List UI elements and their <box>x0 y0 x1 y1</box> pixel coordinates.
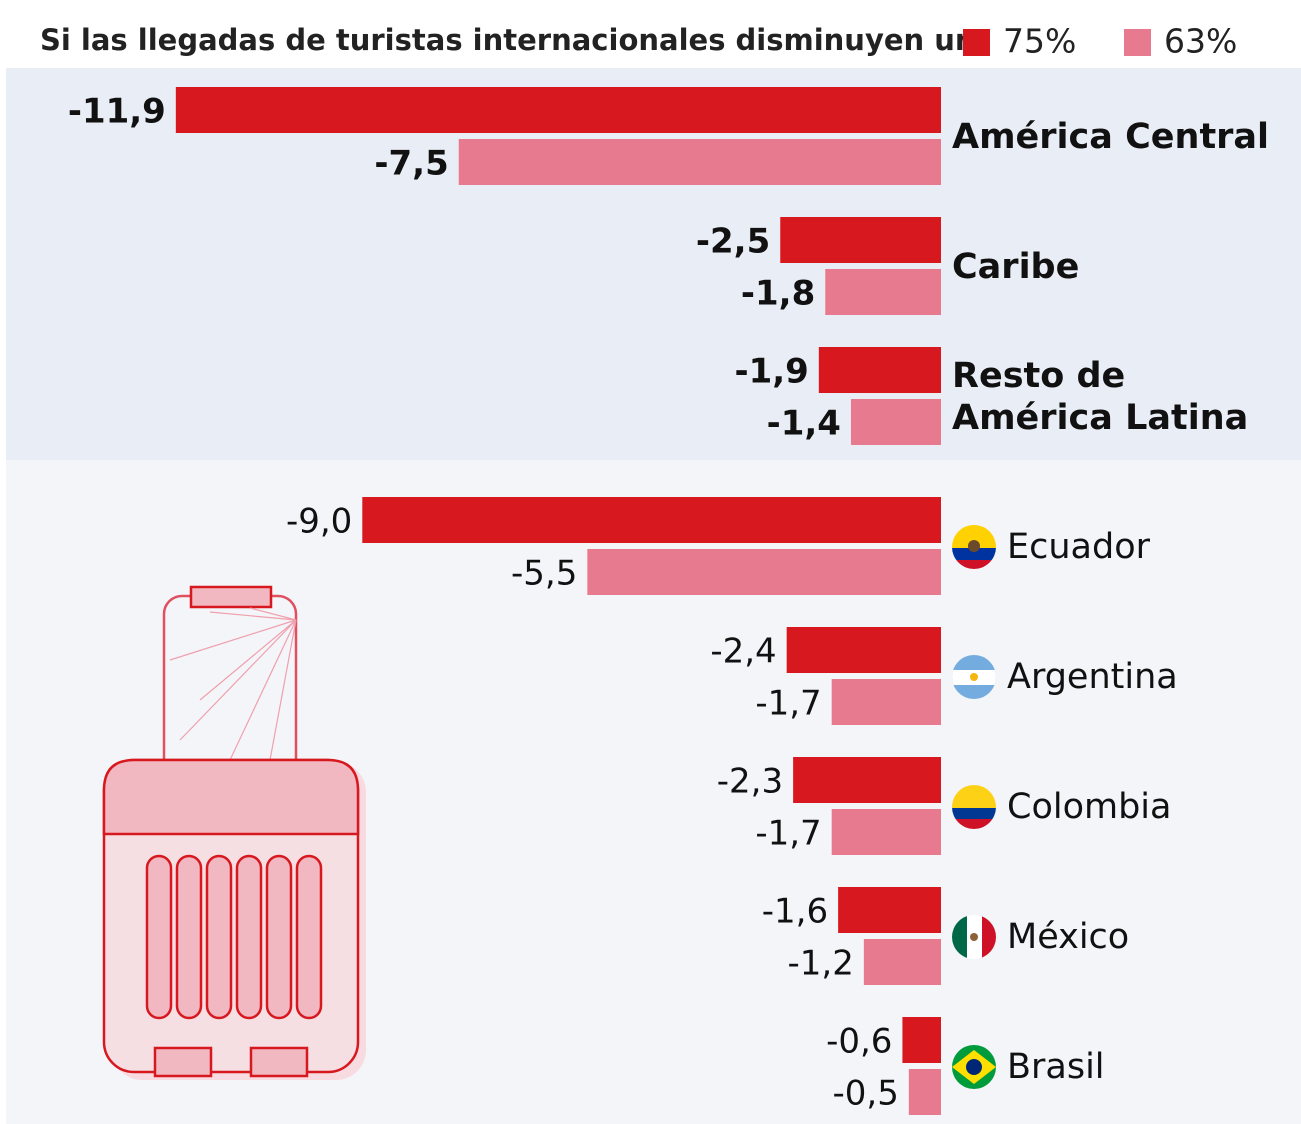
value-label: -1,8 <box>741 274 815 314</box>
legend-swatch <box>963 29 990 56</box>
value-label: -11,9 <box>68 92 166 132</box>
legend-label: 63% <box>1164 22 1237 61</box>
bar <box>176 87 941 133</box>
value-label: -1,6 <box>762 892 828 932</box>
bar <box>851 399 941 445</box>
bar <box>819 347 941 393</box>
category-label: Ecuador <box>1007 526 1150 568</box>
bar <box>838 887 941 933</box>
bar <box>459 139 941 185</box>
value-label: -0,5 <box>833 1074 899 1114</box>
legend-label: 75% <box>1003 22 1076 61</box>
category-label: Argentina <box>1007 656 1178 698</box>
bar <box>362 497 941 543</box>
value-label: -9,0 <box>286 502 352 542</box>
value-label: -1,7 <box>755 814 821 854</box>
bar <box>909 1069 941 1115</box>
chart-title: Si las llegadas de turistas internaciona… <box>40 23 987 57</box>
page: {"chart_data": [ {"type": "bar", "title"… <box>0 0 1301 1124</box>
legend-swatch <box>1124 29 1151 56</box>
category-label: Caribe <box>952 246 1079 288</box>
value-label: -1,2 <box>787 944 853 984</box>
category-label: Resto de América Latina <box>952 355 1248 439</box>
value-label: -1,4 <box>767 404 841 444</box>
bar <box>864 939 941 985</box>
bar <box>825 269 941 315</box>
bar <box>832 679 941 725</box>
value-label: -2,3 <box>717 762 783 802</box>
value-label: -0,6 <box>826 1022 892 1062</box>
category-label: Brasil <box>1007 1046 1105 1088</box>
category-label: México <box>1007 916 1129 958</box>
bar <box>902 1017 941 1063</box>
value-label: -5,5 <box>511 554 577 594</box>
bar <box>832 809 941 855</box>
bar <box>587 549 941 595</box>
value-label: -2,4 <box>710 632 776 672</box>
category-label: América Central <box>952 116 1269 158</box>
bar <box>780 217 941 263</box>
value-label: -1,9 <box>734 352 808 392</box>
value-label: -7,5 <box>374 144 448 184</box>
category-label: Colombia <box>1007 786 1171 828</box>
bar <box>787 627 941 673</box>
value-label: -1,7 <box>755 684 821 724</box>
bar <box>793 757 941 803</box>
value-label: -2,5 <box>696 222 770 262</box>
